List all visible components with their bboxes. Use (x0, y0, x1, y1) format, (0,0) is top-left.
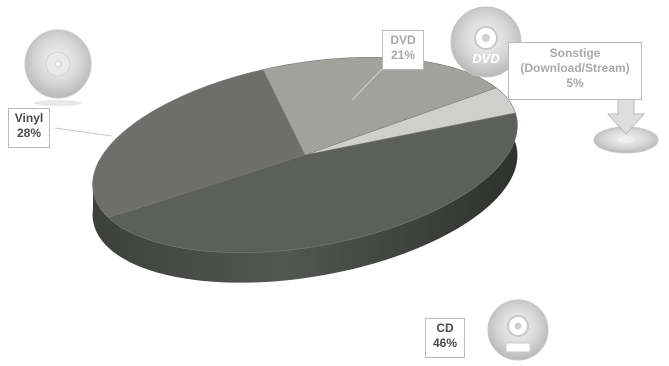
dvd-disc-icon: DVD (450, 6, 522, 78)
label-other-name-line2: (Download/Stream) (520, 61, 630, 75)
leader-line-dvd (351, 67, 384, 101)
label-other-name-line1: Sonstige (549, 46, 601, 60)
pie-side-wall (92, 106, 518, 283)
label-dvd-name: DVD (390, 33, 416, 47)
label-vinyl: Vinyl 28% (8, 108, 50, 148)
pie-slice-vinyl (92, 69, 306, 218)
pie-slice-cd (107, 112, 518, 253)
label-dvd-value: 21% (390, 48, 416, 62)
leader-line-vinyl (54, 127, 113, 137)
label-other-value: 5% (566, 76, 584, 90)
download-disc-icon (593, 91, 659, 154)
label-dvd: DVD 21% (382, 30, 424, 70)
pie-group (92, 57, 518, 283)
vinyl-disc-icon (24, 29, 92, 106)
leader-line-other (477, 95, 509, 113)
cd-disc-icon (487, 299, 549, 361)
label-cd-value: 46% (432, 336, 458, 350)
label-cd: CD 46% (425, 318, 465, 358)
label-vinyl-value: 28% (16, 126, 42, 140)
label-other: Sonstige (Download/Stream) 5% (508, 42, 642, 100)
label-vinyl-name: Vinyl (14, 111, 44, 125)
svg-text:DVD: DVD (472, 51, 500, 66)
label-cd-name: CD (436, 321, 454, 335)
